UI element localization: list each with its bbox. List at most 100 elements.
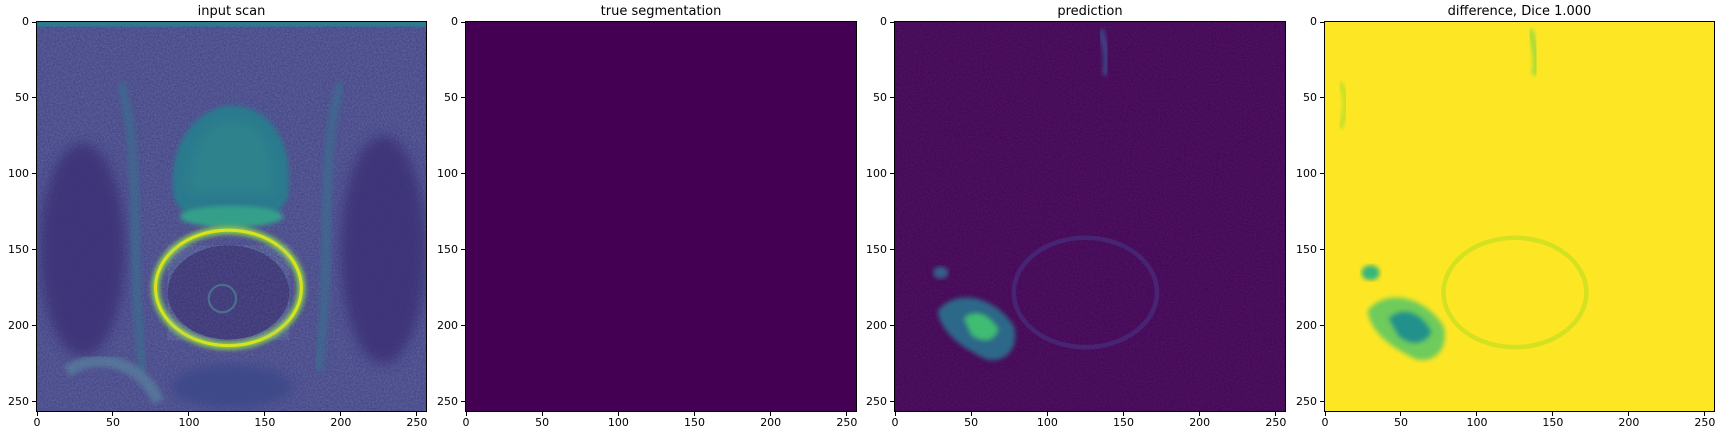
prediction-hotspot-core	[963, 312, 999, 341]
x-tick-mark	[1628, 412, 1630, 416]
panel-title: difference, Dice 1.000	[1447, 4, 1592, 19]
x-tick-mark	[1199, 412, 1201, 416]
x-tick-label: 50	[535, 416, 550, 429]
x-tick-label: 100	[1036, 416, 1058, 429]
y-tick-label: 0	[1310, 15, 1317, 28]
y-tick-label: 0	[22, 15, 29, 28]
x-tick-mark	[340, 412, 342, 416]
y-tick-label: 150	[866, 242, 887, 256]
x-tick-label: 50	[105, 416, 120, 429]
x-tick-mark	[416, 412, 418, 416]
x-tick-mark	[894, 412, 896, 416]
x-tick-label: 100	[607, 416, 629, 429]
x-tick-mark	[465, 412, 467, 416]
y-tick-label: 250	[866, 394, 887, 408]
y-tick-label: 100	[1296, 166, 1317, 180]
x-tick-mark	[1476, 412, 1478, 416]
y-tick-label: 50	[15, 90, 29, 104]
x-tick-label: 0	[891, 416, 899, 429]
scan-right-dark	[340, 135, 426, 364]
y-tick-label: 0	[451, 15, 458, 28]
x-tick-label: 0	[1321, 416, 1329, 429]
y-tick-mark	[1320, 401, 1324, 403]
scan-top-edge	[37, 22, 426, 27]
x-tick-label: 50	[1393, 416, 1408, 429]
y-tick-mark	[890, 173, 894, 175]
x-tick-mark	[188, 412, 190, 416]
x-tick-label: 150	[1113, 416, 1135, 429]
y-tick-label: 200	[437, 318, 458, 332]
y-tick-mark	[461, 249, 465, 251]
difference-faint-ring	[1441, 235, 1589, 350]
prediction-small-spot	[933, 266, 949, 279]
y-tick-label: 200	[8, 318, 29, 332]
x-tick-mark	[617, 412, 619, 416]
x-tick-label: 150	[1542, 416, 1564, 429]
y-tick-label: 50	[444, 90, 458, 104]
x-tick-label: 0	[462, 416, 470, 429]
x-tick-label: 200	[1189, 416, 1211, 429]
x-tick-mark	[36, 412, 38, 416]
x-tick-label: 200	[330, 416, 352, 429]
x-tick-label: 150	[684, 416, 706, 429]
y-tick-mark	[461, 97, 465, 99]
prediction-top-streak	[1097, 28, 1110, 76]
x-tick-label: 250	[406, 416, 428, 429]
x-tick-label: 100	[178, 416, 200, 429]
heatmap-image	[1325, 22, 1714, 411]
scan-bladder-base	[179, 205, 284, 228]
scan-bladder-inner	[188, 120, 275, 193]
y-tick-label: 50	[873, 90, 887, 104]
x-tick-label: 250	[1265, 416, 1287, 429]
prediction-faint-ring	[1011, 235, 1160, 350]
x-tick-label: 100	[1466, 416, 1488, 429]
y-tick-mark	[461, 173, 465, 175]
y-tick-label: 250	[437, 394, 458, 408]
y-tick-mark	[32, 249, 36, 251]
panel-title: true segmentation	[600, 4, 722, 19]
y-tick-label: 0	[880, 15, 887, 28]
y-tick-label: 100	[437, 166, 458, 180]
y-tick-mark	[32, 173, 36, 175]
y-tick-mark	[890, 325, 894, 327]
x-tick-label: 250	[1694, 416, 1716, 429]
y-tick-label: 100	[866, 166, 887, 180]
y-tick-label: 250	[1296, 394, 1317, 408]
y-tick-label: 150	[437, 242, 458, 256]
x-tick-label: 50	[964, 416, 979, 429]
scan-streak-left	[116, 81, 148, 373]
x-tick-mark	[1552, 412, 1554, 416]
axes-frame	[1324, 21, 1715, 412]
y-tick-mark	[461, 21, 465, 23]
x-tick-mark	[1123, 412, 1125, 416]
heatmap-image	[37, 22, 426, 411]
axes-frame	[465, 21, 857, 412]
segmentation-fill	[466, 22, 856, 411]
difference-small-spot	[1361, 265, 1380, 281]
y-tick-mark	[1320, 173, 1324, 175]
x-tick-mark	[1704, 412, 1706, 416]
x-tick-label: 250	[836, 416, 858, 429]
y-tick-mark	[890, 249, 894, 251]
scan-bottom-left-structure	[63, 354, 165, 405]
x-tick-mark	[770, 412, 772, 416]
y-tick-mark	[32, 21, 36, 23]
scan-ring-highlight	[154, 228, 303, 348]
difference-spot-core	[1388, 311, 1432, 343]
y-tick-mark	[1320, 97, 1324, 99]
x-tick-mark	[541, 412, 543, 416]
y-tick-mark	[1320, 249, 1324, 251]
x-tick-mark	[970, 412, 972, 416]
scan-center-circle	[207, 283, 238, 314]
x-tick-mark	[846, 412, 848, 416]
x-tick-mark	[112, 412, 114, 416]
x-tick-mark	[694, 412, 696, 416]
y-tick-label: 150	[1296, 242, 1317, 256]
x-tick-mark	[1400, 412, 1402, 416]
y-tick-mark	[1320, 21, 1324, 23]
y-tick-mark	[890, 401, 894, 403]
difference-left-streak	[1338, 81, 1348, 130]
y-tick-label: 50	[1303, 90, 1317, 104]
heatmap-image	[466, 22, 856, 411]
y-tick-mark	[32, 401, 36, 403]
